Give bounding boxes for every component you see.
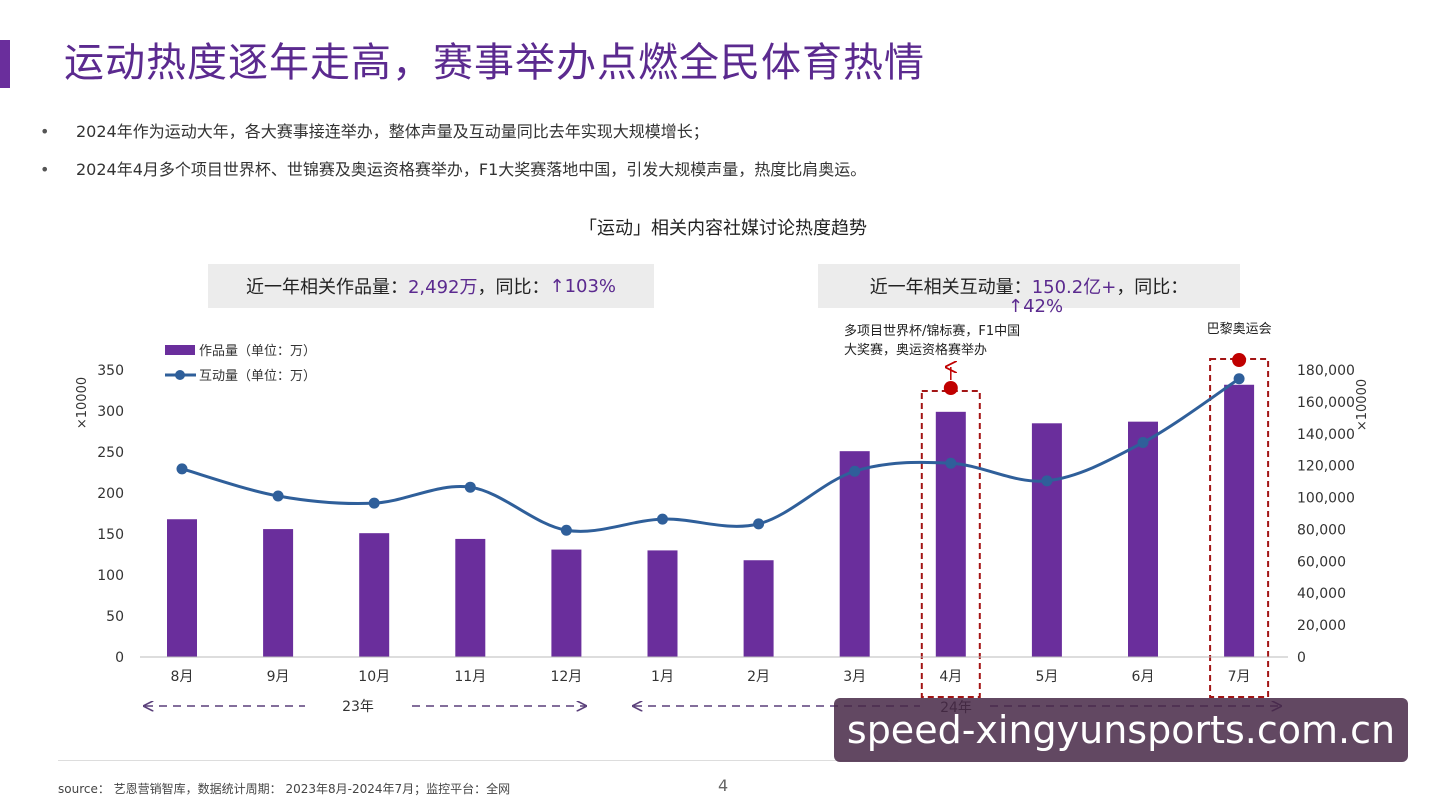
- line-point-10月: [368, 497, 380, 509]
- x-tick-label: 6月: [1132, 669, 1155, 685]
- annotation-text: 巴黎奥运会: [1207, 322, 1272, 337]
- y-left-tick-label: 100: [97, 568, 124, 584]
- line-point-9月: [272, 490, 284, 502]
- legend-line-label: 互动量（单位：万）: [199, 369, 316, 384]
- line-point-3月: [849, 465, 861, 477]
- highlight-box-7月: [1209, 358, 1270, 698]
- y-right-tick-label: 180,000: [1297, 363, 1355, 379]
- y-right-unit-label: ×10000: [1355, 379, 1370, 431]
- stat-box-interactions: 近一年相关互动量： 150.2亿+ ，同比：: [818, 264, 1240, 308]
- y-left-tick-label: 250: [97, 445, 124, 461]
- x-tick-label: 2月: [747, 669, 770, 685]
- title-accent-bar: [0, 40, 10, 88]
- stat-box-works: 近一年相关作品量： 2,492万 ，同比： ↑103%: [208, 264, 654, 308]
- bar-2月: [743, 560, 774, 657]
- bullet-item: 2024年作为运动大年，各大赛事接连举办，整体声量及互动量同比去年实现大规模增长…: [40, 120, 1340, 158]
- line-point-4月: [945, 457, 957, 469]
- legend-line-marker: [175, 370, 185, 380]
- y-left-tick-label: 300: [97, 404, 124, 420]
- bar-9月: [263, 529, 294, 657]
- stat-yoy-value: ↑42%: [1008, 296, 1064, 317]
- source-note: source： 艺恩营销智库，数据统计周期： 2023年8月-2024年7月；监…: [58, 782, 511, 796]
- y-right-tick-label: 20,000: [1297, 618, 1346, 634]
- y-left-tick-label: 150: [97, 527, 124, 543]
- watermark-banner: speed-xingyunsports.com.cn: [834, 698, 1408, 762]
- page-title: 运动热度逐年走高，赛事举办点燃全民体育热情: [64, 40, 925, 86]
- line-point-12月: [560, 524, 572, 536]
- highlight-dot: [1232, 353, 1247, 367]
- y-left-tick-label: 0: [115, 650, 124, 666]
- y-right-tick-label: 120,000: [1297, 459, 1355, 475]
- line-point-8月: [176, 463, 188, 475]
- y-right-tick-label: 100,000: [1297, 491, 1355, 507]
- bar-4月: [935, 411, 966, 657]
- legend-bar-swatch: [165, 345, 195, 355]
- bullet-item: 2024年4月多个项目世界杯、世锦赛及奥运资格赛举办，F1大奖赛落地中国，引发大…: [40, 158, 1340, 196]
- bar-12月: [551, 549, 582, 657]
- bar-3月: [839, 451, 870, 657]
- y-left-unit-label: ×10000: [75, 377, 90, 429]
- y-right-tick-label: 160,000: [1297, 395, 1355, 411]
- highlight-box-4月: [920, 390, 981, 698]
- x-tick-label: 7月: [1228, 669, 1251, 685]
- y-left-tick-label: 200: [97, 486, 124, 502]
- stat-value: 150.2亿+: [1031, 277, 1117, 298]
- bar-10月: [359, 533, 390, 657]
- x-tick-label: 5月: [1035, 669, 1058, 685]
- line-point-6月: [1137, 437, 1149, 449]
- stat-yoy-label: ，同比：: [477, 277, 550, 298]
- bar-1月: [647, 550, 678, 657]
- bullet-list: 2024年作为运动大年，各大赛事接连举办，整体声量及互动量同比去年实现大规模增长…: [40, 120, 1340, 196]
- annotation-text: 多项目世界杯/锦标赛，F1中国: [844, 323, 1020, 339]
- x-tick-label: 11月: [454, 669, 486, 685]
- footer-divider: [58, 760, 898, 761]
- x-tick-label: 8月: [171, 669, 194, 685]
- interaction-line: [181, 377, 1240, 533]
- x-tick-label: 9月: [267, 669, 290, 685]
- stat-value: 2,492万: [407, 277, 478, 298]
- stat-yoy-value: ↑103%: [549, 275, 617, 297]
- bar-5月: [1031, 423, 1062, 657]
- y-right-tick-label: 140,000: [1297, 427, 1355, 443]
- x-tick-label: 4月: [939, 669, 962, 685]
- line-point-11月: [464, 481, 476, 493]
- y-left-tick-label: 50: [106, 609, 124, 625]
- y-right-tick-label: 80,000: [1297, 522, 1346, 538]
- legend-bar-label: 作品量（单位：万）: [199, 344, 316, 359]
- bar-8月: [167, 519, 197, 657]
- stat-yoy-label: ，同比：: [1116, 277, 1189, 298]
- y-left-tick-label: 350: [97, 363, 124, 379]
- x-tick-label: 3月: [843, 669, 866, 685]
- stat-label: 近一年相关互动量：: [869, 277, 1032, 298]
- page-number: 4: [718, 776, 729, 795]
- y-right-tick-label: 40,000: [1297, 586, 1346, 602]
- x-tick-label: 10月: [358, 669, 390, 685]
- annotation-text: 大奖赛，奥运资格赛举办: [844, 342, 987, 358]
- bar-11月: [455, 538, 486, 657]
- y-right-tick-label: 0: [1297, 650, 1306, 666]
- bar-7月: [1224, 384, 1255, 657]
- line-point-2月: [753, 518, 765, 530]
- line-point-1月: [657, 513, 668, 525]
- bar-6月: [1128, 421, 1158, 657]
- year-label: 23年: [342, 699, 374, 715]
- highlight-dot: [943, 381, 958, 395]
- x-tick-label: 1月: [651, 669, 674, 685]
- y-right-tick-label: 60,000: [1297, 554, 1346, 570]
- x-tick-label: 12月: [550, 669, 582, 685]
- chart-title: 「运动」相关内容社媒讨论热度趋势: [579, 218, 867, 239]
- line-point-7月: [1233, 373, 1245, 385]
- line-point-5月: [1041, 475, 1053, 487]
- stat-label: 近一年相关作品量：: [245, 277, 408, 298]
